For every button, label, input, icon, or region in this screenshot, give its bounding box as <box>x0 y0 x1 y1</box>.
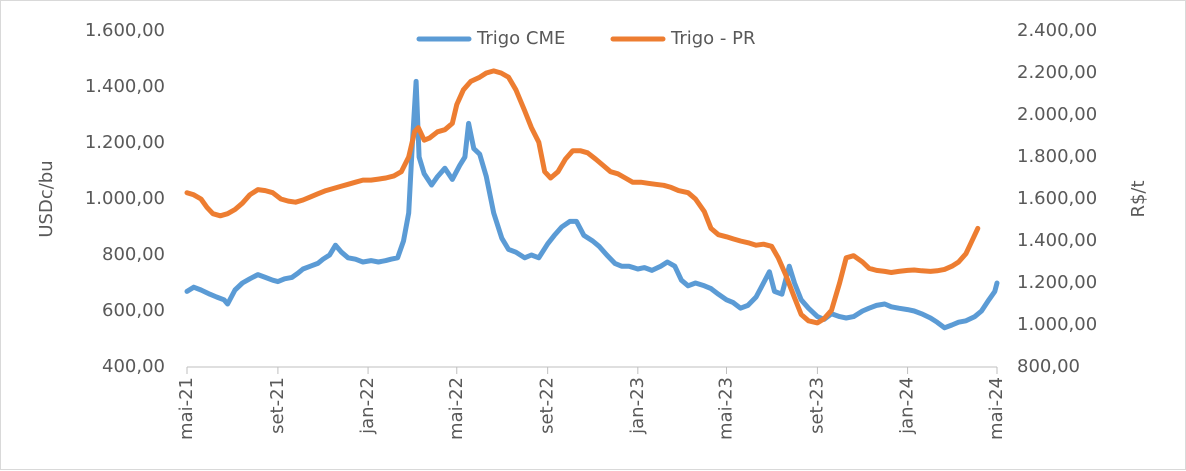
y-right-tick-label: 1.000,00 <box>1017 314 1097 335</box>
y-right-tick-label: 1.600,00 <box>1017 188 1097 209</box>
y-right-tick-label: 1.200,00 <box>1017 272 1097 293</box>
legend-label: Trigo CME <box>476 28 565 49</box>
y-left-axis-title: USDc/bu <box>36 160 57 237</box>
series-line-trigo-pr <box>184 68 981 326</box>
y-right-tick-label: 800,00 <box>1017 356 1080 377</box>
legend-label: Trigo - PR <box>670 28 756 49</box>
y-left-tick-label: 1.000,00 <box>85 188 165 209</box>
x-tick-label: set-22 <box>537 377 558 434</box>
x-tick-label: mai-22 <box>446 377 467 440</box>
x-tick-label: set-23 <box>806 377 827 434</box>
x-tick-label: set-21 <box>267 377 288 434</box>
y-right-tick-label: 2.400,00 <box>1017 20 1097 41</box>
y-right-tick-label: 2.000,00 <box>1017 104 1097 125</box>
y-left-tick-label: 1.200,00 <box>85 132 165 153</box>
y-left-tick-label: 800,00 <box>102 244 165 265</box>
y-right-tick-label: 2.200,00 <box>1017 62 1097 83</box>
plot-area <box>184 68 1000 331</box>
y-left-tick-label: 400,00 <box>102 356 165 377</box>
y-left-tick-label: 1.600,00 <box>85 20 165 41</box>
x-tick-label: jan-24 <box>897 377 918 435</box>
y-right-axis-title: R$/t <box>1128 180 1149 217</box>
axes: mai-21 set-21 jan-22 mai-22 set-22 jan-23 mai-… <box>36 20 1149 440</box>
series-line-trigo-cme <box>184 78 1000 331</box>
y-right-tick-label: 1.800,00 <box>1017 146 1097 167</box>
x-tick-label: jan-22 <box>357 377 378 435</box>
x-tick-label: mai-23 <box>716 377 737 440</box>
x-tick-label: jan-23 <box>627 377 648 435</box>
x-tick-label: mai-24 <box>986 377 1007 440</box>
y-left-tick-label: 600,00 <box>102 300 165 321</box>
y-right-tick-label: 1.400,00 <box>1017 230 1097 251</box>
legend: Trigo CME Trigo - PR <box>416 28 756 49</box>
x-tick-label: mai-21 <box>176 377 197 440</box>
y-left-tick-label: 1.400,00 <box>85 76 165 97</box>
